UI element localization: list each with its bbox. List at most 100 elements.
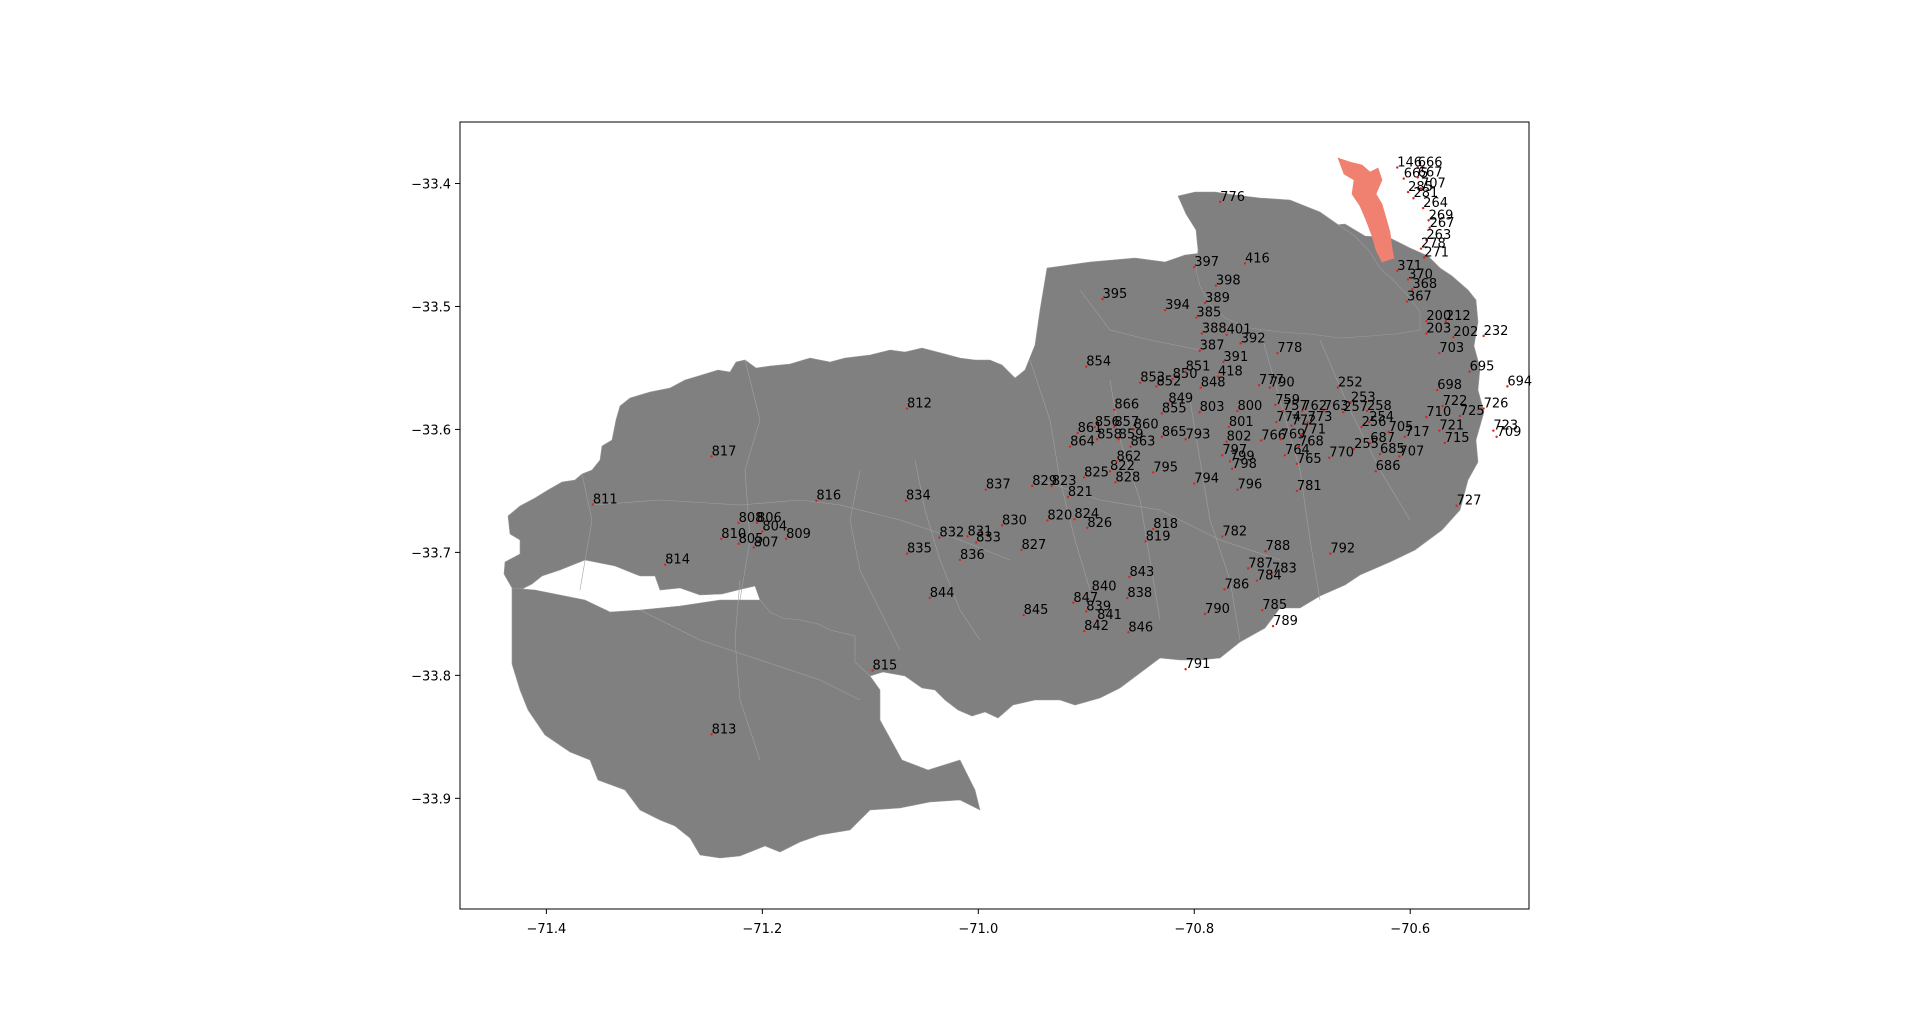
centroid-point: [1184, 668, 1187, 671]
centroid-point: [1425, 332, 1428, 335]
centroid-point: [1495, 435, 1498, 438]
centroid-point: [1274, 403, 1277, 407]
region-label: 794: [1194, 472, 1219, 487]
centroid-point: [1378, 452, 1382, 456]
region-label: 416: [1245, 251, 1270, 266]
centroid-point: [1114, 481, 1117, 484]
centroid-point: [1129, 445, 1132, 448]
centroid-point: [1261, 608, 1264, 612]
region-label: 255: [1354, 437, 1379, 452]
region-label: 858: [1097, 427, 1122, 442]
axes-frame: [459, 121, 1530, 910]
centroid-point: [1444, 320, 1448, 323]
centroid-point: [1402, 177, 1405, 180]
region-label: 864: [1070, 435, 1095, 450]
region-label: 725: [1460, 404, 1485, 419]
region-label: 841: [1097, 608, 1122, 623]
region-label: 776: [1220, 190, 1245, 205]
centroid-point: [1108, 470, 1112, 473]
centroid-point: [1405, 300, 1409, 303]
centroid-point: [1387, 430, 1390, 434]
centroid-point: [1128, 575, 1131, 579]
region-label: 839: [1086, 599, 1111, 614]
centroid-point: [1152, 527, 1155, 531]
centroid-point: [1260, 439, 1263, 442]
centroid-point: [1416, 176, 1419, 179]
centroid-point: [1195, 316, 1198, 319]
region-label: 665: [1404, 167, 1429, 182]
centroid-point: [1306, 420, 1309, 424]
centroid-point: [761, 530, 764, 533]
region-label: 836: [960, 548, 985, 563]
region-label: 838: [1127, 586, 1152, 601]
region-label: 773: [1308, 410, 1333, 425]
region-label: 809: [786, 527, 811, 542]
region-label: 781: [1297, 479, 1322, 494]
centroid-point: [1352, 447, 1356, 451]
centroid-point: [1281, 409, 1285, 413]
region-label: 370: [1408, 267, 1433, 282]
centroid-point: [1199, 386, 1202, 389]
centroid-point: [720, 537, 723, 541]
region-label: 806: [757, 511, 782, 526]
centroid-point: [1506, 385, 1509, 388]
region-label: 801: [1229, 415, 1254, 430]
region-label: 397: [1194, 255, 1219, 270]
region-label: 763: [1324, 399, 1349, 414]
region-label: 850: [1173, 367, 1198, 382]
centroid-point: [1482, 334, 1485, 338]
centroid-point: [1425, 415, 1428, 419]
region-label: 254: [1369, 410, 1394, 425]
region-label: 798: [1232, 457, 1257, 472]
region-label: 401: [1227, 323, 1252, 338]
region-label: 698: [1437, 378, 1462, 393]
region-label: 833: [976, 531, 1001, 546]
centroid-point: [1421, 206, 1425, 210]
region-label: 278: [1421, 237, 1446, 252]
centroid-point: [1020, 548, 1023, 552]
centroid-point: [1046, 519, 1049, 522]
centroid-point: [1198, 411, 1201, 414]
x-tick-label: −71.0: [958, 922, 998, 937]
centroid-point: [1115, 460, 1118, 463]
centroid-point: [1270, 572, 1274, 575]
region-label: 774: [1276, 410, 1301, 425]
region-label: 846: [1128, 620, 1153, 635]
centroid-point: [1203, 301, 1207, 304]
centroid-point: [1203, 612, 1207, 616]
centroid-point: [1438, 351, 1441, 355]
centroid-point: [1163, 308, 1167, 312]
centroid-point: [1492, 429, 1495, 432]
centroid-point: [958, 558, 962, 561]
centroid-point: [928, 596, 931, 600]
region-label: 263: [1426, 228, 1451, 243]
region-label: 726: [1484, 397, 1509, 412]
centroid-point: [1152, 471, 1155, 474]
centroid-point: [710, 455, 713, 458]
centroid-point: [1160, 435, 1164, 438]
centroid-point: [1227, 425, 1231, 429]
region-label: 824: [1074, 507, 1099, 522]
region-south-lobe: [511, 587, 981, 859]
region-label: 853: [1140, 371, 1165, 386]
region-label: 803: [1200, 400, 1225, 415]
centroid-point: [1221, 535, 1224, 538]
centroid-point: [784, 537, 788, 541]
centroid-point: [1132, 428, 1135, 431]
centroid-point: [1193, 482, 1196, 485]
region-label: 385: [1196, 306, 1221, 321]
region-label: 849: [1168, 392, 1193, 407]
centroid-point: [1365, 409, 1369, 413]
centroid-point: [1369, 441, 1372, 445]
region-label: 830: [1002, 513, 1027, 528]
region-label: 391: [1223, 350, 1248, 365]
centroid-point: [1301, 409, 1304, 413]
region-label: 705: [1389, 420, 1414, 435]
centroid-point: [1396, 166, 1399, 169]
centroid-point: [984, 488, 988, 491]
region-label: 822: [1110, 459, 1135, 474]
region-label: 764: [1285, 443, 1310, 458]
centroid-point: [1236, 488, 1239, 491]
centroid-point: [737, 521, 740, 525]
